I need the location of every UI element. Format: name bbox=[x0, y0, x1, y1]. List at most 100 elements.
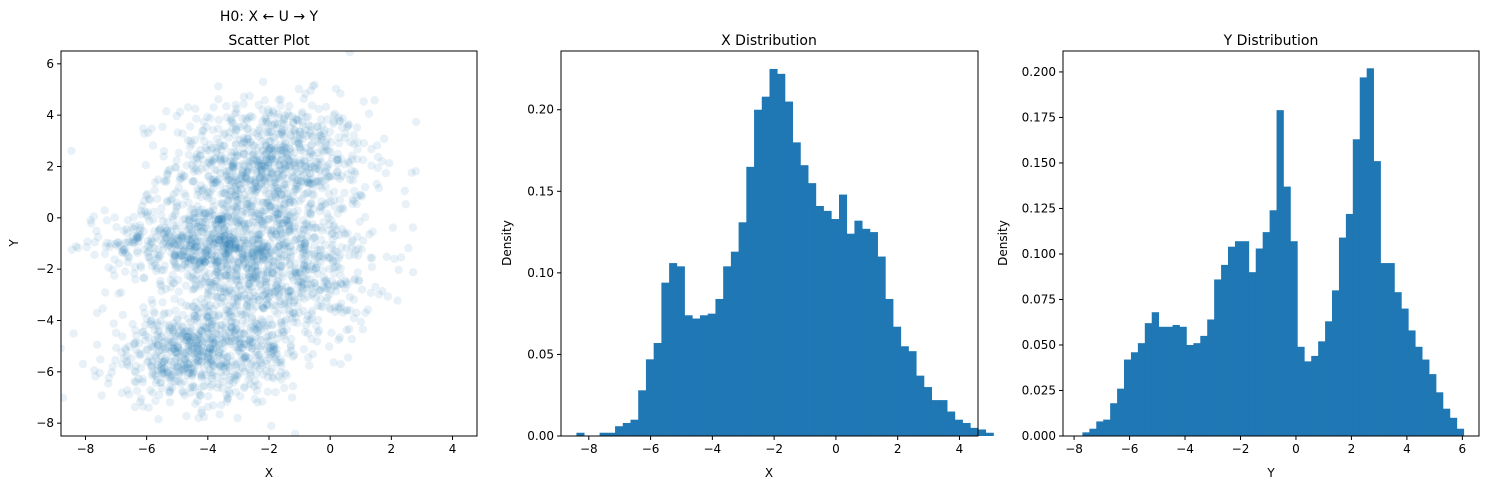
scatter-point bbox=[231, 152, 240, 161]
scatter-point bbox=[259, 370, 268, 379]
scatter-point bbox=[251, 273, 261, 283]
scatter-point bbox=[337, 243, 346, 252]
scatter-point bbox=[199, 211, 208, 220]
scatter-point bbox=[234, 336, 243, 345]
scatter-point bbox=[101, 242, 111, 251]
scatter-point bbox=[367, 253, 377, 263]
scatter-point bbox=[187, 160, 196, 170]
scatter-point bbox=[329, 223, 339, 232]
scatter-point bbox=[287, 334, 296, 343]
scatter-point bbox=[152, 266, 161, 276]
scatter-point bbox=[304, 353, 313, 362]
scatter-point bbox=[252, 151, 262, 160]
scatter-point bbox=[281, 168, 290, 177]
scatter-point bbox=[130, 367, 139, 376]
scatter-point bbox=[130, 402, 140, 412]
scatter-point bbox=[220, 253, 229, 263]
scatter-point bbox=[250, 251, 259, 261]
scatter-point bbox=[264, 108, 274, 117]
scatter-point bbox=[309, 204, 318, 214]
scatter-point bbox=[200, 209, 209, 218]
scatter-point bbox=[213, 268, 222, 277]
scatter-point bbox=[310, 265, 319, 275]
scatter-point bbox=[205, 278, 214, 287]
scatter-point bbox=[277, 229, 286, 238]
scatter-point bbox=[185, 241, 194, 250]
scatter-point bbox=[232, 276, 241, 286]
scatter-point bbox=[212, 322, 221, 331]
scatter-point bbox=[233, 203, 242, 212]
scatter-point bbox=[199, 126, 208, 135]
scatter-point bbox=[168, 325, 178, 335]
scatter-point bbox=[275, 161, 285, 170]
scatter-point bbox=[224, 247, 234, 257]
scatter-point bbox=[307, 122, 316, 131]
scatter-point bbox=[238, 253, 247, 262]
scatter-point bbox=[267, 268, 277, 277]
scatter-point bbox=[186, 254, 196, 263]
scatter-point bbox=[165, 323, 175, 333]
scatter-point bbox=[231, 272, 241, 281]
scatter-point bbox=[261, 149, 271, 159]
scatter-point bbox=[210, 362, 219, 371]
scatter-point bbox=[314, 160, 324, 170]
scatter-point bbox=[230, 227, 239, 236]
scatter-point bbox=[189, 309, 199, 318]
scatter-point bbox=[274, 284, 284, 294]
scatter-point bbox=[202, 246, 212, 255]
scatter-point bbox=[222, 391, 231, 400]
scatter-point bbox=[333, 154, 342, 164]
y-tick-label: 0.100 bbox=[1022, 247, 1056, 261]
histogram-bar bbox=[715, 298, 724, 436]
scatter-point bbox=[240, 206, 250, 216]
x-tick-label: −6 bbox=[138, 442, 156, 456]
scatter-point bbox=[124, 390, 134, 399]
scatter-point bbox=[162, 225, 172, 234]
scatter-point bbox=[279, 219, 288, 228]
scatter-point bbox=[242, 294, 251, 303]
scatter-point bbox=[118, 247, 127, 257]
scatter-point bbox=[190, 242, 200, 251]
scatter-point bbox=[184, 257, 193, 266]
scatter-point bbox=[231, 244, 240, 253]
scatter-point bbox=[185, 229, 194, 239]
scatter-point bbox=[302, 189, 311, 198]
scatter-point bbox=[156, 316, 165, 325]
scatter-point bbox=[199, 117, 208, 127]
scatter-point bbox=[278, 165, 287, 174]
scatter-point bbox=[247, 248, 256, 257]
scatter-point bbox=[170, 259, 180, 268]
scatter-point bbox=[114, 259, 124, 268]
scatter-point bbox=[159, 217, 168, 226]
scatter-point bbox=[270, 190, 279, 199]
scatter-point bbox=[207, 246, 216, 256]
scatter-point bbox=[255, 321, 264, 331]
histogram-bar bbox=[831, 219, 840, 436]
scatter-point bbox=[262, 189, 271, 198]
scatter-point bbox=[288, 352, 298, 361]
scatter-point bbox=[243, 236, 252, 246]
scatter-point bbox=[139, 273, 148, 283]
scatter-point bbox=[206, 175, 216, 184]
y-tick-label: 6 bbox=[46, 57, 54, 71]
scatter-point bbox=[291, 129, 300, 139]
scatter-point bbox=[343, 169, 352, 179]
scatter-point bbox=[166, 341, 176, 351]
scatter-point bbox=[213, 224, 223, 234]
scatter-point bbox=[154, 364, 163, 373]
scatter-point bbox=[246, 272, 255, 282]
scatter-point bbox=[296, 166, 305, 176]
scatter-point bbox=[273, 209, 283, 219]
scatter-point bbox=[189, 366, 198, 376]
scatter-point bbox=[304, 121, 313, 130]
scatter-point bbox=[166, 275, 176, 285]
scatter-point bbox=[291, 269, 300, 278]
scatter-point bbox=[189, 167, 199, 176]
scatter-point bbox=[145, 216, 154, 226]
scatter-point bbox=[280, 194, 290, 203]
scatter-point bbox=[248, 237, 257, 246]
scatter-point bbox=[255, 343, 265, 352]
scatter-point bbox=[312, 164, 321, 173]
scatter-point bbox=[204, 307, 214, 316]
scatter-point bbox=[196, 333, 206, 342]
